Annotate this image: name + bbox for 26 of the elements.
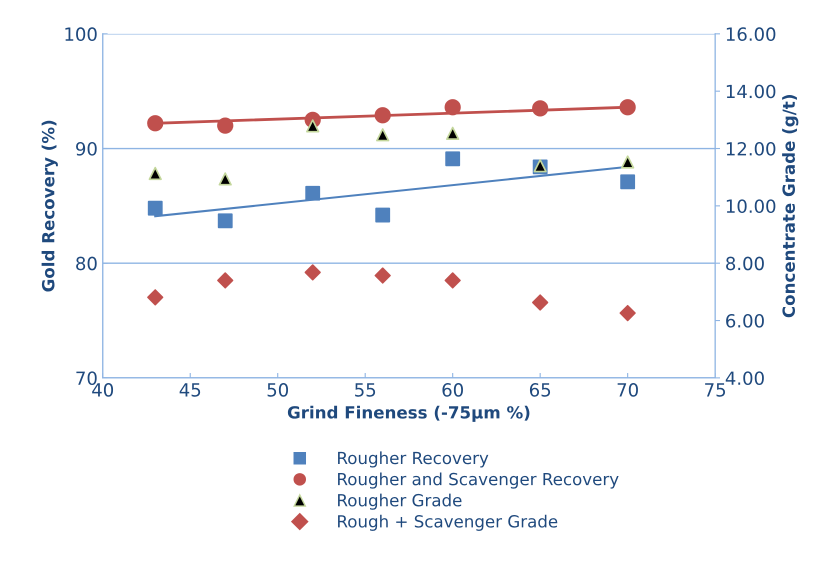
y-axis-title: Gold Recovery (%) (42, 120, 58, 292)
x-tick-label: 65 (530, 383, 550, 397)
y2-tick-label: 12.00 (726, 142, 776, 156)
x-tick-label: 60 (442, 383, 463, 397)
y2-tick-label: 6.00 (726, 314, 764, 328)
y-tick-label: 90 (76, 142, 97, 156)
x-tick-label: 40 (92, 383, 114, 397)
x-tick-label: 50 (268, 383, 288, 397)
y-tick-label: 70 (76, 371, 97, 385)
y2-tick-label: 16.00 (726, 27, 776, 41)
y-tick-label: 80 (76, 256, 97, 270)
x-tick-label: 70 (618, 383, 638, 397)
legend-label: Rougher Recovery (338, 451, 488, 468)
y2-tick-label: 4.00 (726, 371, 764, 385)
x-tick-label: 75 (705, 383, 726, 397)
x-axis-title: Grind Fineness (-75µm %) (288, 406, 530, 422)
legend-label: Rough + Scavenger Grade (338, 514, 558, 531)
y2-axis-title: Concentrate Grade (g/t) (782, 95, 798, 318)
y2-tick-label: 8.00 (726, 256, 764, 270)
legend-label: Rougher Grade (338, 494, 462, 510)
x-tick-label: 45 (180, 383, 200, 397)
y2-tick-label: 14.00 (726, 84, 776, 98)
x-tick-label: 55 (355, 383, 376, 397)
y-tick-label: 100 (65, 27, 97, 41)
y2-tick-label: 10.00 (726, 199, 776, 213)
legend-label: Rougher and Scavenger Recovery (338, 472, 619, 489)
